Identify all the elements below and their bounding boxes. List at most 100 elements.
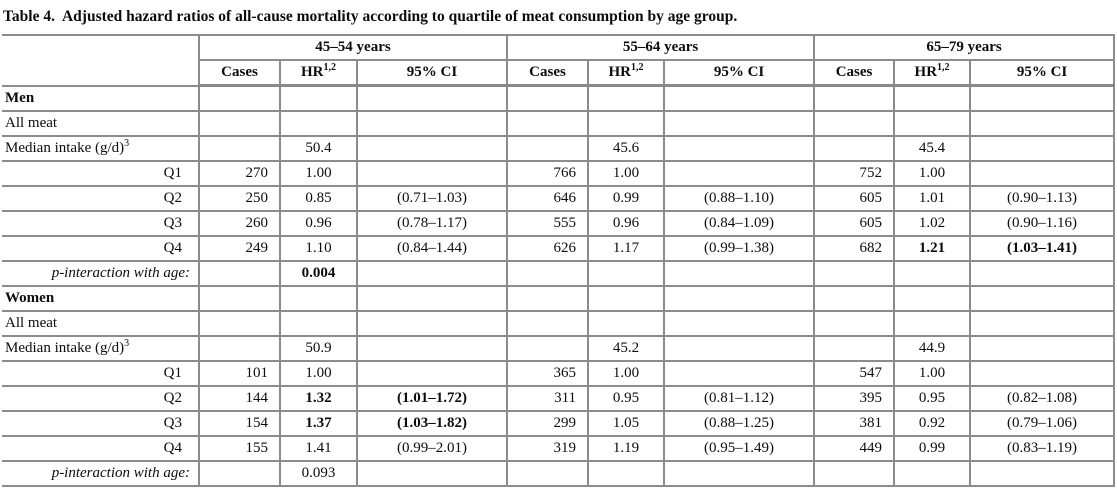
table-cell: 547 <box>813 360 895 387</box>
table-cell <box>813 260 895 287</box>
table-cell: (0.71–1.03) <box>355 185 508 212</box>
table-cell: 766 <box>506 160 589 187</box>
header-age-group-3: 65–79 years <box>813 34 1116 61</box>
table-cell: 0.92 <box>893 410 971 437</box>
table-cell: (0.99–1.38) <box>663 235 815 262</box>
table-cell <box>198 335 280 362</box>
table-cell: 0.99 <box>893 435 971 462</box>
table-cell <box>355 285 508 312</box>
label-footnote-sup: 3 <box>124 137 130 149</box>
table-cell: (0.88–1.25) <box>663 410 815 437</box>
table-cell: (0.78–1.17) <box>355 210 508 237</box>
table-cell: 1.17 <box>587 235 665 262</box>
table-row: Men <box>2 85 1116 112</box>
table-cell <box>279 310 357 337</box>
table-cell <box>969 335 1116 362</box>
table-cell: 1.05 <box>587 410 665 437</box>
table-cell: 1.01 <box>893 185 971 212</box>
table-cell <box>663 135 815 162</box>
table-row: Median intake (g/d)3 50.4 45.6 45.4 <box>2 135 1116 162</box>
table-cell: 0.95 <box>587 385 665 412</box>
header-empty-cell <box>2 34 199 87</box>
table-cell: 0.95 <box>893 385 971 412</box>
table-cell: 381 <box>813 410 895 437</box>
table-cell <box>506 85 589 112</box>
table-cell <box>506 310 589 337</box>
table-cell <box>969 110 1116 137</box>
table-row: Q2 144 1.32 (1.01–1.72) 311 0.95 (0.81–1.12) 39… <box>2 385 1116 412</box>
table-cell: 605 <box>813 210 895 237</box>
table-cell: (0.79–1.06) <box>969 410 1116 437</box>
table-cell <box>893 285 971 312</box>
table-cell: (0.84–1.09) <box>663 210 815 237</box>
table-cell: 0.004 <box>279 260 357 287</box>
header-hr: HR1,2 <box>587 60 665 87</box>
table-cell: (0.81–1.12) <box>663 385 815 412</box>
table-cell: 249 <box>198 235 280 262</box>
table-cell <box>506 335 589 362</box>
sub-header-row: Cases HR1,2 95% CI Cases HR1,2 95% CI Ca… <box>2 60 1116 87</box>
table-cell: (0.84–1.44) <box>355 235 508 262</box>
table-cell <box>587 260 665 287</box>
table-cell <box>355 460 508 487</box>
table-cell <box>587 285 665 312</box>
table-cell: 1.00 <box>893 360 971 387</box>
table-cell: (0.95–1.49) <box>663 435 815 462</box>
table-cell <box>813 85 895 112</box>
row-label: Q1 <box>2 160 199 187</box>
table-cell: (0.90–1.13) <box>969 185 1116 212</box>
table-cell <box>893 85 971 112</box>
row-label: All meat <box>2 310 199 337</box>
table-row: Q3 260 0.96 (0.78–1.17) 555 0.96 (0.84–1.09) 60… <box>2 210 1116 237</box>
table-cell <box>587 310 665 337</box>
table-cell <box>663 160 815 187</box>
table-cell <box>969 360 1116 387</box>
table-cell <box>663 460 815 487</box>
table-cell: 1.02 <box>893 210 971 237</box>
table-cell <box>893 260 971 287</box>
table-row: Q1 101 1.00 365 1.00 547 1.00 <box>2 360 1116 387</box>
row-label: Median intake (g/d)3 <box>2 335 199 362</box>
table-row: Q3 154 1.37 (1.03–1.82) 299 1.05 (0.88–1.25) 38… <box>2 410 1116 437</box>
table-cell <box>969 285 1116 312</box>
table-cell <box>355 160 508 187</box>
table-cell <box>355 135 508 162</box>
row-label: Women <box>2 285 199 312</box>
table-cell: 50.4 <box>279 135 357 162</box>
table-cell <box>969 310 1116 337</box>
table-cell <box>198 135 280 162</box>
table-cell: 299 <box>506 410 589 437</box>
row-label: Q3 <box>2 210 199 237</box>
row-label: All meat <box>2 110 199 137</box>
table-header: 45–54 years 55–64 years 65–79 years Case… <box>2 34 1116 87</box>
table-cell <box>587 110 665 137</box>
hazard-ratio-table: 45–54 years 55–64 years 65–79 years Case… <box>2 34 1116 487</box>
table-cell: 0.99 <box>587 185 665 212</box>
table-cell <box>893 460 971 487</box>
row-label: Q3 <box>2 410 199 437</box>
table-cell <box>663 110 815 137</box>
table-cell: 144 <box>198 385 280 412</box>
table-cell <box>355 260 508 287</box>
table-cell <box>198 85 280 112</box>
table-cell <box>198 110 280 137</box>
table-cell <box>355 335 508 362</box>
header-age-group-2: 55–64 years <box>506 34 815 61</box>
table-cell <box>663 360 815 387</box>
table-body: Men All meat Median intake (g/d)3 50.4 45.6 4… <box>2 85 1116 487</box>
table-cell: 0.093 <box>279 460 357 487</box>
table-cell <box>663 335 815 362</box>
table-cell <box>969 160 1116 187</box>
table-cell <box>813 285 895 312</box>
table-cell: 752 <box>813 160 895 187</box>
table-cell: (1.01–1.72) <box>355 385 508 412</box>
table-title: Table 4. Adjusted hazard ratios of all-ca… <box>2 5 1117 34</box>
table-cell <box>506 110 589 137</box>
table-cell: (1.03–1.82) <box>355 410 508 437</box>
header-cases: Cases <box>506 60 589 87</box>
table-cell: 1.00 <box>587 360 665 387</box>
table-cell <box>279 110 357 137</box>
hr-footnote-sup: 1,2 <box>323 62 337 73</box>
table-row: Q4 155 1.41 (0.99–2.01) 319 1.19 (0.95–1.49) 44… <box>2 435 1116 462</box>
table-cell: (0.83–1.19) <box>969 435 1116 462</box>
